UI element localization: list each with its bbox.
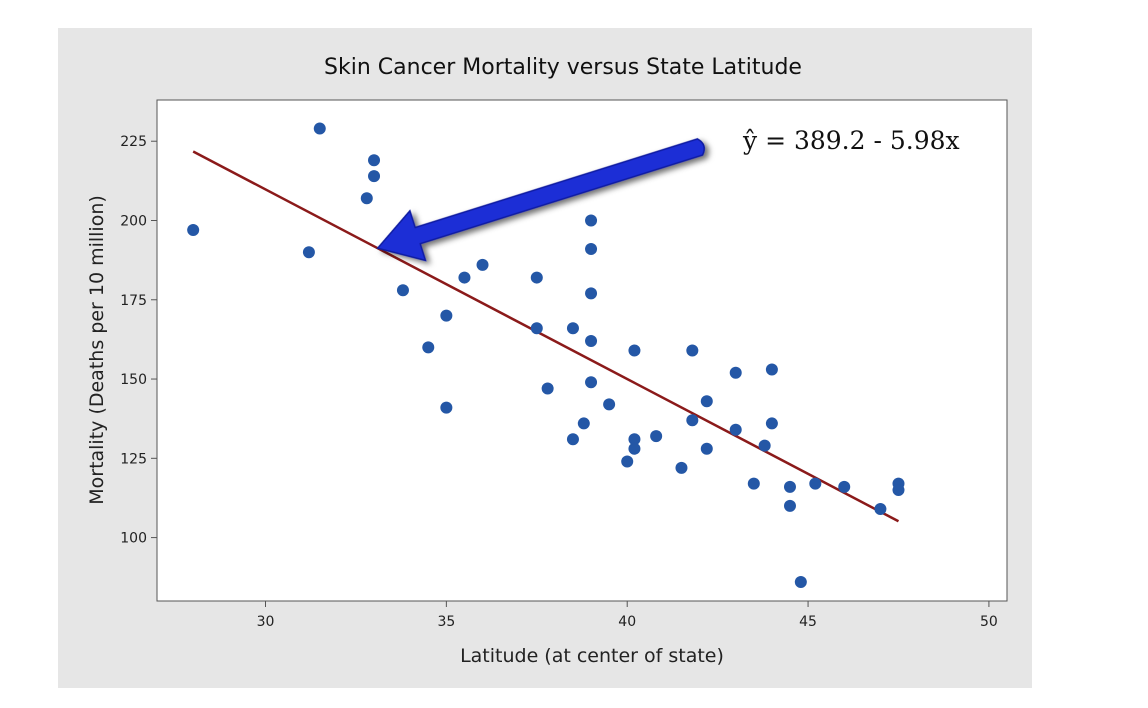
data-point [729, 366, 742, 379]
annotation-arrow [376, 138, 705, 262]
data-point [686, 344, 699, 357]
data-point [585, 287, 598, 300]
data-point [566, 433, 579, 446]
x-tick-label: 35 [437, 614, 455, 630]
data-point [758, 439, 771, 452]
data-point [621, 455, 634, 468]
data-point [585, 243, 598, 256]
data-point [838, 480, 851, 493]
y-tick-label: 200 [120, 213, 147, 229]
data-point [458, 271, 471, 284]
data-point [585, 334, 598, 347]
regression-line [192, 150, 900, 523]
data-point [302, 246, 315, 259]
chart-title: Skin Cancer Mortality versus State Latit… [324, 55, 802, 80]
x-tick-label: 40 [618, 614, 636, 630]
data-point [585, 214, 598, 227]
data-point [476, 258, 489, 271]
data-point [368, 170, 381, 183]
y-tick-label: 125 [120, 451, 147, 467]
y-tick-label: 150 [120, 372, 147, 388]
x-tick-label: 30 [257, 614, 275, 630]
y-axis-title: Mortality (Deaths per 10 million) [86, 195, 108, 505]
scatter-chart: Skin Cancer Mortality versus State Latit… [86, 55, 1008, 667]
data-point [360, 192, 373, 205]
data-point [603, 398, 616, 411]
data-point [187, 224, 200, 237]
y-tick-label: 225 [120, 134, 147, 150]
data-point [809, 477, 822, 490]
data-point [765, 417, 778, 430]
x-tick-label: 50 [980, 614, 998, 630]
data-point [440, 401, 453, 414]
data-point [368, 154, 381, 167]
regression-equation: ŷ = 389.2 - 5.98x [742, 126, 960, 155]
data-point [396, 284, 409, 297]
data-point [700, 395, 713, 408]
y-tick-label: 175 [120, 293, 147, 309]
data-point [892, 484, 905, 497]
data-point [783, 499, 796, 512]
data-point [530, 322, 543, 335]
data-point [747, 477, 760, 490]
data-point [566, 322, 579, 335]
data-point [874, 503, 887, 516]
x-tick-label: 45 [799, 614, 817, 630]
data-point [700, 442, 713, 455]
data-point [765, 363, 778, 376]
data-point [585, 376, 598, 389]
y-tick-label: 100 [120, 531, 147, 547]
data-point [628, 433, 641, 446]
chart-figure: Skin Cancer Mortality versus State Latit… [58, 28, 1032, 688]
data-point [577, 417, 590, 430]
data-point [650, 430, 663, 443]
data-point [729, 423, 742, 436]
data-point [628, 442, 641, 455]
data-point [628, 344, 641, 357]
data-point [313, 122, 326, 135]
data-point [675, 461, 688, 474]
data-point [541, 382, 554, 395]
data-point [783, 480, 796, 493]
annotation-arrow-shape [376, 138, 705, 262]
data-point [530, 271, 543, 284]
data-point [440, 309, 453, 322]
data-point [794, 575, 807, 588]
data-point [422, 341, 435, 354]
data-point [686, 414, 699, 427]
x-axis-title: Latitude (at center of state) [460, 645, 724, 667]
